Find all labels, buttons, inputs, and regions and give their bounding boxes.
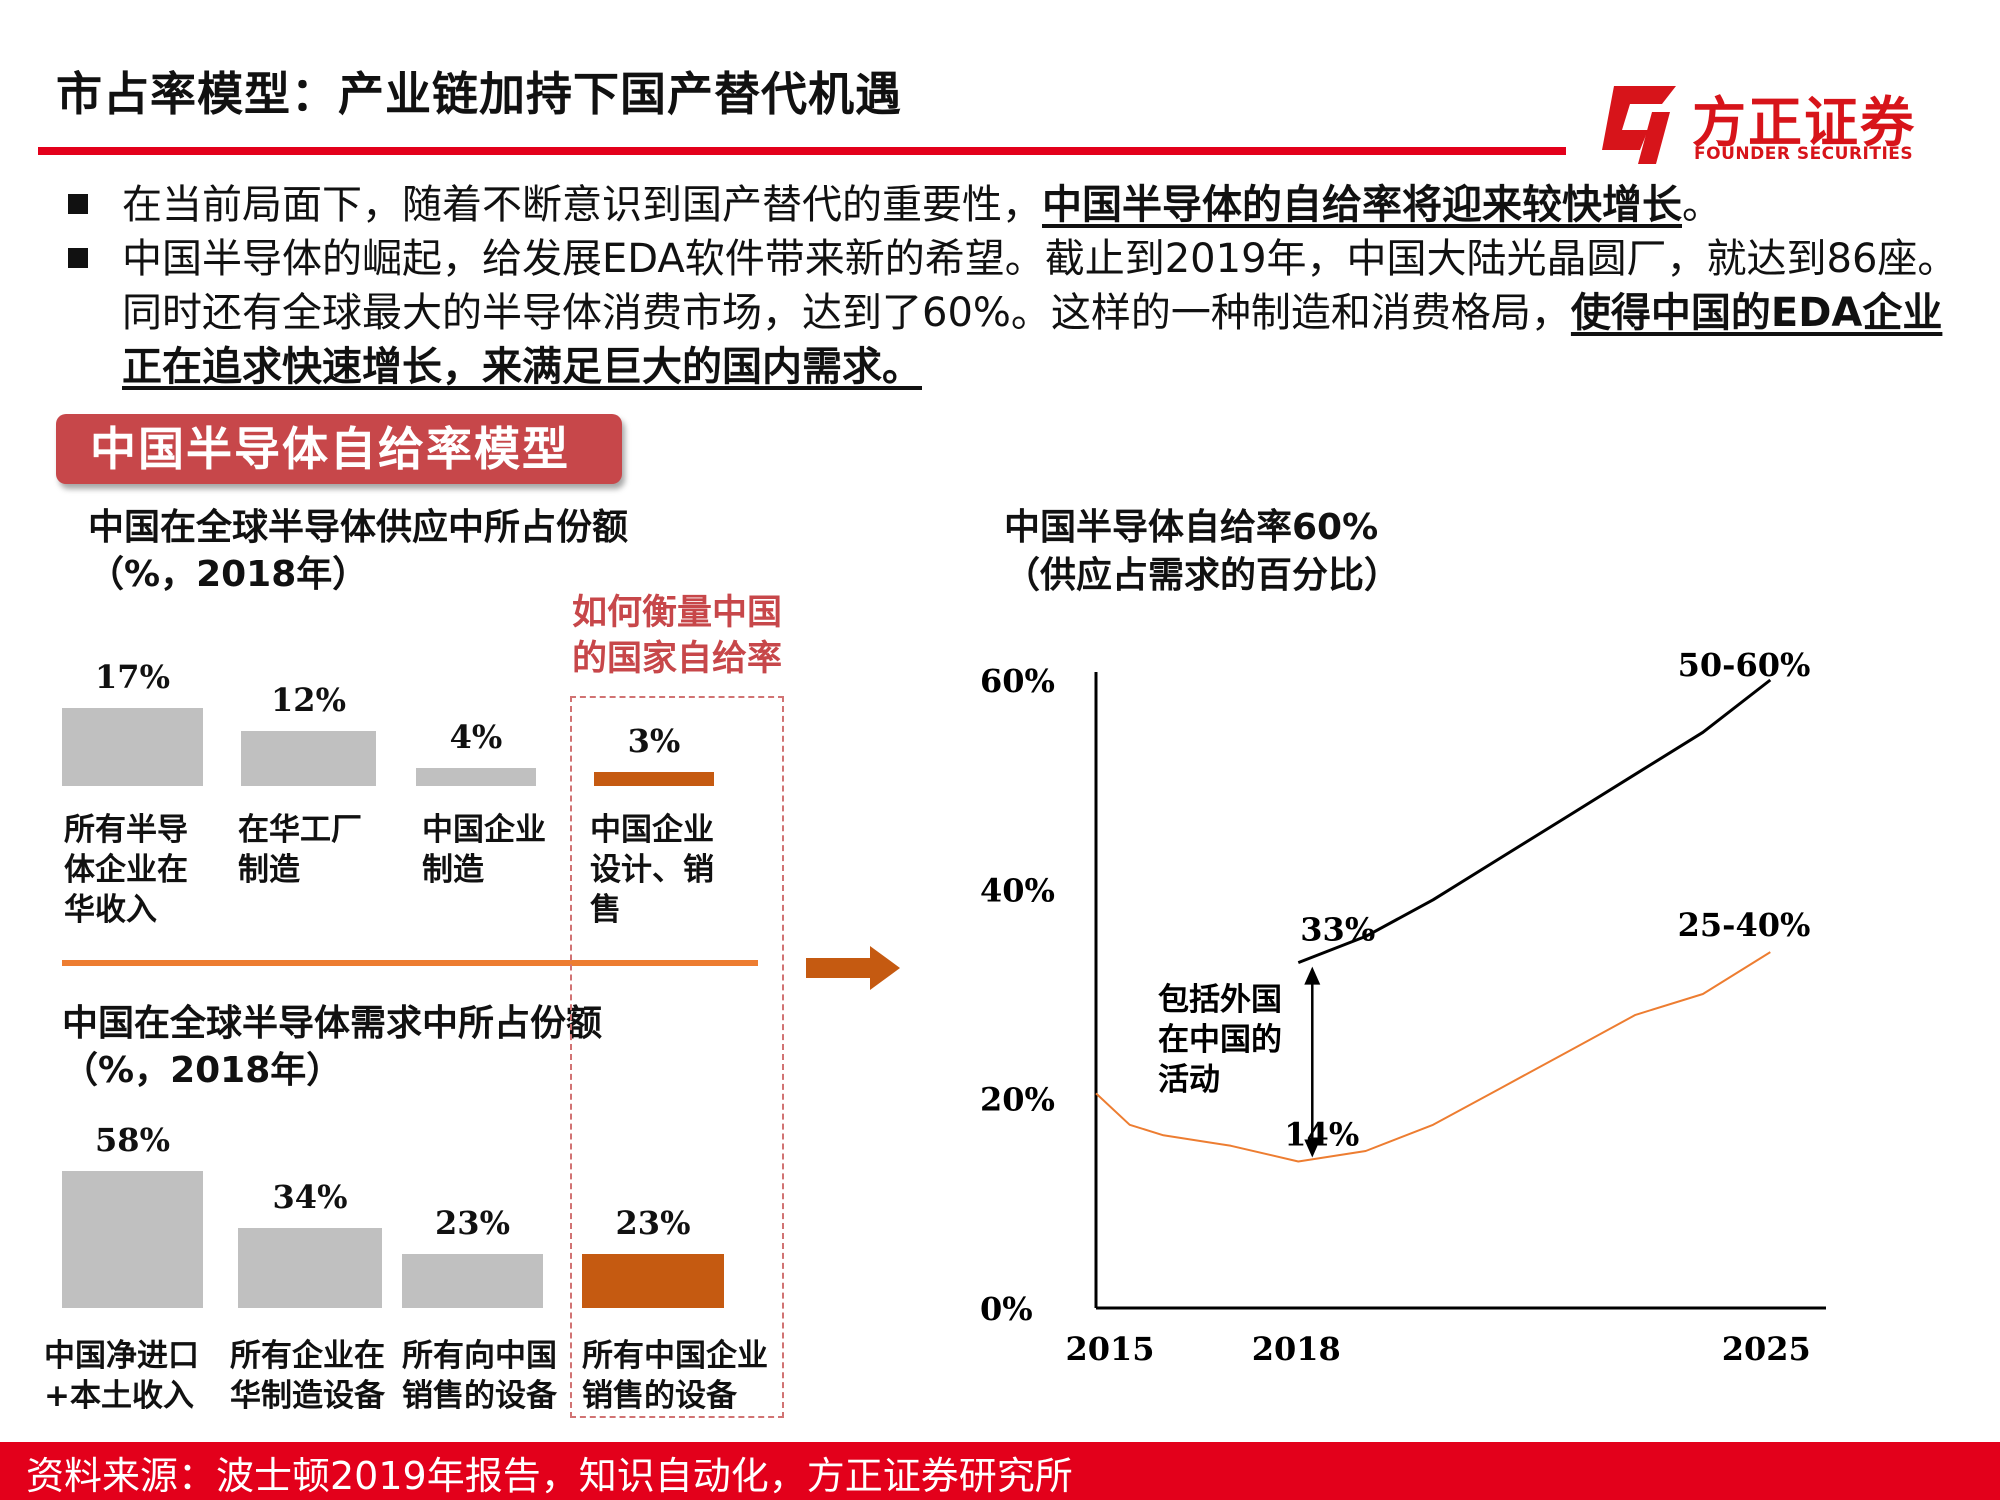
demand-bar — [238, 1227, 382, 1308]
demand-category-label: 华制造设备 — [230, 1378, 385, 1414]
bullet-square-icon — [68, 194, 88, 214]
supply-category-label: 中国企业 — [590, 812, 714, 848]
supply-chart-title: 中国在全球半导体供应中所占份额（%，2018年） — [88, 507, 629, 595]
x-tick-label: 2025 — [1722, 1330, 1811, 1368]
supply-category-label: 制造 — [422, 852, 484, 888]
line-chart-title-line1: 中国半导体自给率60% — [1004, 507, 1379, 548]
line-chart-title: 中国半导体自给率60% （供应占需求的百分比） — [1004, 504, 1400, 600]
arrow-down-icon — [1304, 1139, 1321, 1158]
bullet-square-icon — [68, 248, 88, 268]
bullet-emphasis: 使得中国的EDA企业正在追求快速增长，来满足巨大的国内需求。 — [122, 290, 1943, 390]
model-badge: 中国半导体自给率模型 — [56, 414, 622, 484]
supply-bar — [62, 707, 203, 786]
demand-category-label: +本土收入 — [44, 1378, 194, 1414]
upper-range-label: 50-60% — [1678, 646, 1811, 684]
supply-category-label: 制造 — [238, 852, 300, 888]
bullet-text: 中国半导体的崛起，给发展EDA软件带来新的希望。截止到2019年，中国大陆光晶圆… — [122, 236, 1958, 336]
logo-mark-icon — [1602, 86, 1676, 164]
y-tick-label: 0% — [980, 1290, 1033, 1328]
section-divider — [62, 960, 758, 966]
supply-category-label: 华收入 — [64, 892, 157, 928]
supply-category-label: 中国企业 — [422, 812, 546, 848]
lower-range-label: 25-40% — [1678, 906, 1811, 944]
supply-bar — [241, 730, 376, 786]
supply-category-label: 所有半导 — [64, 812, 188, 848]
bullet-item: 在当前局面下，随着不断意识到国产替代的重要性，中国半导体的自给率将迎来较快增长。 — [58, 178, 1958, 232]
measure-label-text: 如何衡量中国的国家自给率 — [572, 593, 783, 679]
title-rule — [38, 147, 1566, 155]
x-tick-label: 2018 — [1252, 1330, 1341, 1368]
supply-value-label: 17% — [95, 657, 170, 696]
lower-start-label: 14% — [1284, 1115, 1359, 1153]
line-chart-title-line2: （供应占需求的百分比） — [1004, 555, 1401, 596]
demand-category-label: 所有中国企业 — [582, 1338, 768, 1374]
demand-value-label: 34% — [272, 1177, 348, 1216]
supply-value-label: 12% — [271, 680, 346, 719]
y-tick-label: 40% — [980, 871, 1055, 909]
founder-logo: 方正证券 FOUNDER SECURITIES — [1596, 78, 1936, 168]
upper-start-label: 33% — [1300, 911, 1375, 949]
supply-bar — [416, 767, 536, 786]
supply-category-label: 售 — [590, 892, 621, 928]
demand-bar — [62, 1171, 203, 1308]
lower-series-line — [1095, 951, 1771, 1163]
demand-bar — [582, 1253, 724, 1308]
highlight-dashed-box — [570, 696, 784, 1418]
y-tick-label: 20% — [980, 1081, 1055, 1119]
bullet-list: 在当前局面下，随着不断意识到国产替代的重要性，中国半导体的自给率将迎来较快增长。… — [58, 178, 1958, 394]
right-arrow-icon — [806, 946, 900, 990]
supply-value-label: 3% — [627, 722, 681, 761]
page-title: 市占率模型：产业链加持下国产替代机遇 — [56, 67, 902, 121]
supply-bar — [594, 772, 714, 786]
bullet-emphasis: 中国半导体的自给率将迎来较快增长 — [1042, 182, 1682, 228]
gap-note-label: 包括外国 — [1158, 982, 1282, 1018]
supply-category-label: 体企业在 — [64, 852, 188, 888]
supply-category-label: 在华工厂 — [238, 812, 362, 848]
supply-category-label: 设计、销 — [590, 852, 714, 888]
demand-category-label: 中国净进口 — [44, 1338, 199, 1374]
demand-bar — [402, 1253, 543, 1308]
arrow-up-icon — [1304, 966, 1321, 985]
bullet-text: 在当前局面下，随着不断意识到国产替代的重要性， — [122, 182, 1042, 228]
demand-category-label: 所有企业在 — [230, 1338, 385, 1374]
measure-label: 如何衡量中国的国家自给率 — [572, 590, 808, 682]
demand-category-label: 所有向中国 — [402, 1338, 557, 1374]
demand-value-label: 23% — [615, 1203, 691, 1242]
bullet-tail: 。 — [1682, 182, 1722, 228]
supply-value-label: 4% — [449, 717, 503, 756]
demand-chart-title: 中国在全球半导体需求中所占份额（%，2018年） — [62, 1003, 603, 1091]
demand-category-label: 销售的设备 — [402, 1378, 557, 1414]
upper-series-line — [1297, 678, 1772, 964]
gap-note-label: 活动 — [1158, 1062, 1220, 1098]
self-sufficiency-line-chart: 60% 40% 20% 0% 2015 2018 2025 50-60% 25-40% 33% 14… — [980, 646, 1826, 1368]
footer-bar — [0, 1442, 2000, 1500]
x-tick-label: 2015 — [1065, 1330, 1154, 1368]
demand-value-label: 23% — [435, 1203, 510, 1242]
logo-en-text: FOUNDER SECURITIES — [1694, 144, 1914, 164]
bullet-item: 中国半导体的崛起，给发展EDA软件带来新的希望。截止到2019年，中国大陆光晶圆… — [58, 232, 1958, 394]
gap-note-label: 在中国的 — [1158, 1022, 1282, 1058]
source-note: 资料来源：波士顿2019年报告，知识自动化，方正证券研究所 — [26, 1454, 1073, 1498]
logo-cn-text: 方正证券 — [1692, 91, 1916, 154]
y-tick-label: 60% — [980, 662, 1055, 700]
demand-category-label: 销售的设备 — [582, 1378, 737, 1414]
demand-value-label: 58% — [95, 1121, 170, 1160]
